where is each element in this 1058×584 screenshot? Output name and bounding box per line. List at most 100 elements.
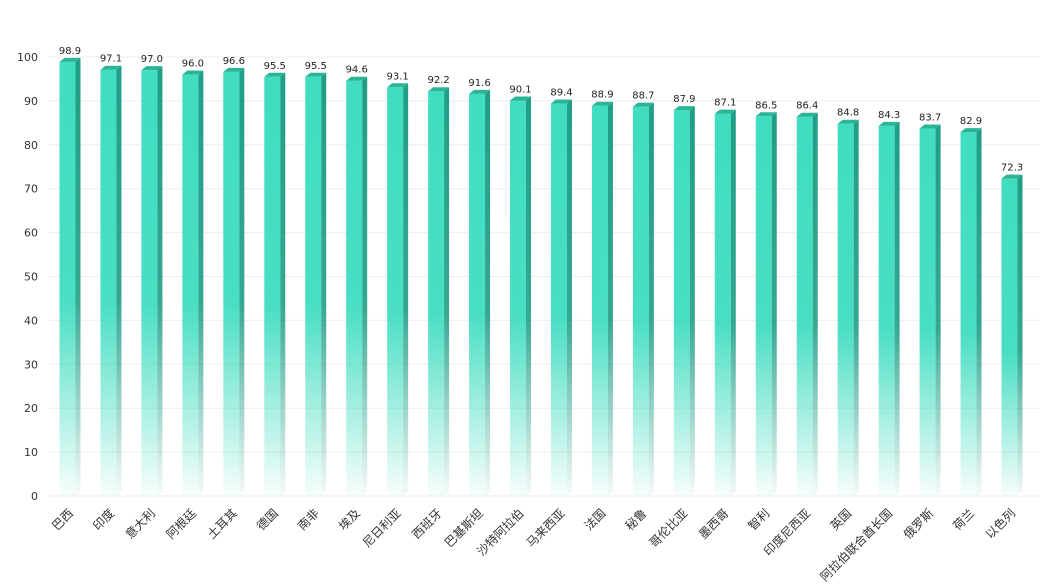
y-tick-label: 30 [24,358,38,371]
category-label: 德国 [253,506,281,534]
bar-side-face [280,72,286,496]
bar-side-face [935,124,941,496]
bar-side-face [526,96,532,496]
value-label: 91.6 [468,78,490,89]
bar [960,128,982,496]
value-labels: 98.9 97.1 97.0 96.0 96.6 95.5 95.5 94.6 93.1 92.2… [59,46,1023,174]
y-tick-label: 80 [24,139,38,152]
bar-side-face [648,102,654,497]
category-label: 智利 [745,506,773,534]
bar [837,119,859,496]
category-label: 英国 [827,506,854,533]
bar-top-face [59,57,81,62]
bar [469,89,491,496]
bar-top-face [550,99,572,104]
bar-top-face [346,76,368,81]
y-tick-label: 70 [24,183,38,196]
bar-side-face [157,66,163,497]
bar-top-face [919,124,941,129]
bar [223,67,245,497]
bar-front-face [1001,178,1018,496]
value-label: 83.7 [919,113,941,124]
value-label: 98.9 [59,46,81,57]
bar [264,72,286,496]
y-tick-label: 0 [31,490,38,503]
bar-side-face [689,106,695,496]
category-label: 哥伦比亚 [646,506,691,551]
bar [755,112,777,496]
bar-top-face [387,83,409,88]
bar-front-face [960,132,977,496]
bar-top-face [305,72,327,77]
bar-top-face [714,109,736,114]
bar-side-face [730,109,736,497]
value-label: 87.9 [673,94,695,105]
value-label: 84.8 [837,108,859,119]
x-axis-category-labels: 巴西 印度 意大利 阿根廷 土耳其 德国 南非 埃及尼日利亚 西班牙巴基斯坦沙特阿拉伯马来西亚法… [49,506,1018,584]
bar-top-face [264,72,286,77]
bar-front-face [428,91,445,496]
category-label: 巴西 [49,506,76,533]
bar [100,65,122,496]
value-label: 97.1 [100,54,122,65]
bar-side-face [403,83,409,496]
bar-top-face [141,66,163,71]
bar [796,112,818,496]
bar-top-face [796,112,818,117]
y-tick-label: 100 [17,51,38,64]
category-label: 阿根廷 [164,506,199,541]
value-label: 94.6 [346,65,368,76]
y-axis-tick-labels: 0 10 20 30 40 50 60 70 80 90 100 [17,51,38,503]
bar [510,96,532,496]
category-label: 土耳其 [205,506,240,541]
value-label: 84.3 [878,110,900,121]
bar [182,70,204,496]
y-tick-label: 90 [24,95,38,108]
y-tick-label: 40 [24,314,38,327]
bar-front-face [387,87,404,496]
bar-side-face [1017,174,1023,496]
category-label: 马来西亚 [524,506,568,550]
bar [1001,174,1023,496]
bar-top-face [755,112,777,117]
bar [673,106,695,496]
bar-front-face [223,71,240,497]
bar-side-face [362,76,368,497]
bar-front-face [346,80,363,497]
value-label: 89.4 [550,88,572,99]
bar [591,101,613,496]
bar-top-face [182,70,204,75]
bar-top-face [1001,174,1023,179]
bar-side-face [853,119,859,496]
bar-front-face [837,123,854,496]
bar-top-face [223,67,245,72]
value-label: 86.5 [755,100,777,111]
grid-layer [48,56,1040,497]
bar-side-face [607,101,613,496]
bar [919,124,941,496]
bar-front-face [714,113,731,497]
bar-top-face [878,121,900,126]
bar-front-face [878,125,895,496]
bar-side-face [116,65,122,496]
bar-side-face [771,112,777,496]
bar-side-face [75,57,81,496]
bar [632,102,654,497]
bar-top-face [632,102,654,107]
bar-top-face [510,96,532,101]
bar-front-face [510,100,527,496]
bar [141,66,163,497]
bar-top-face [960,128,982,133]
bars [59,57,1023,497]
y-tick-label: 50 [24,271,38,284]
bar-top-face [428,87,450,92]
bar-front-face [264,76,281,496]
category-label: 阿拉伯联合酋长国 [817,506,895,584]
value-label: 97.0 [141,54,163,65]
category-label: 埃及 [336,506,363,533]
value-label: 88.9 [591,90,613,101]
bar [346,76,368,497]
bar [305,72,327,496]
value-label: 95.5 [305,61,327,72]
